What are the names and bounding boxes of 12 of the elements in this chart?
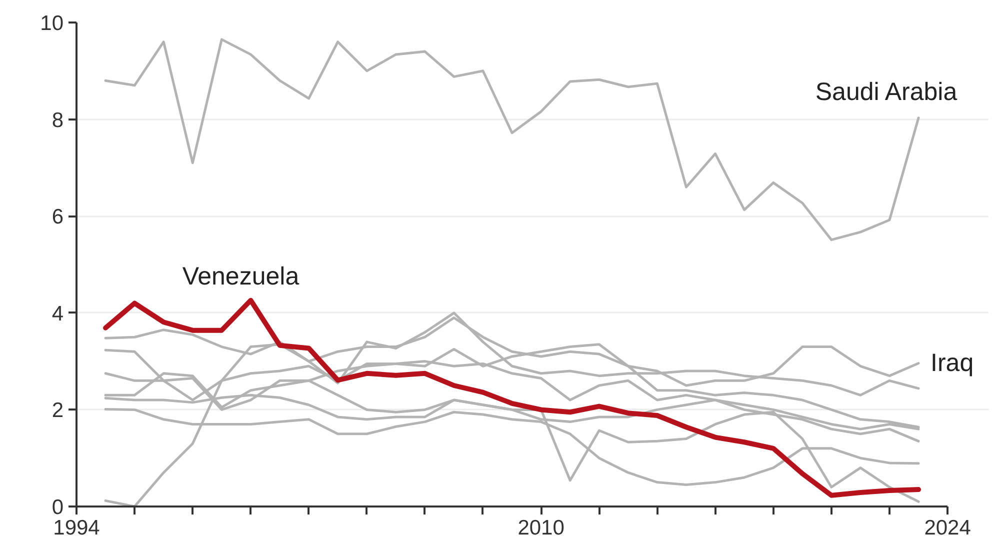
series-label: Venezuela (182, 262, 300, 290)
y-tick-label: 2 (52, 399, 64, 422)
x-tick-label: 2024 (924, 516, 972, 540)
y-tick-label: 0 (52, 496, 64, 519)
y-tick-label: 10 (40, 12, 64, 35)
y-tick-label: 8 (52, 108, 64, 132)
x-tick-label: 1994 (53, 516, 100, 540)
series-label: Iraq (930, 349, 974, 378)
y-tick-label: 6 (52, 206, 64, 229)
series-label: Saudi Arabia (815, 78, 958, 106)
x-tick-label: 2010 (518, 516, 564, 540)
y-tick-label: 4 (52, 302, 64, 326)
